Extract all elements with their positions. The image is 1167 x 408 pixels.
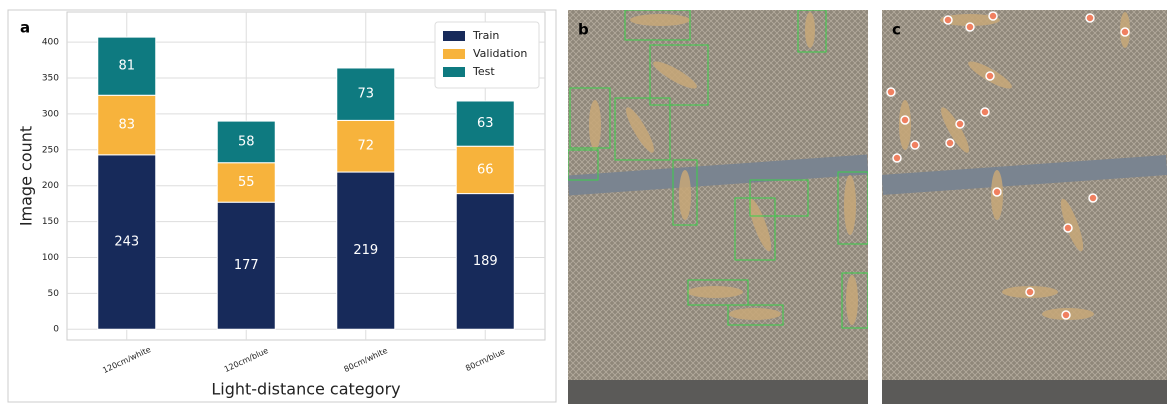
x-axis-label: Light-distance category — [211, 380, 400, 399]
value-label: 243 — [114, 235, 139, 250]
value-label: 58 — [238, 134, 255, 149]
value-label: 55 — [238, 175, 255, 190]
value-label: 83 — [118, 118, 135, 133]
y-tick-label: 0 — [53, 325, 59, 335]
value-label: 73 — [357, 87, 374, 102]
y-tick-label: 200 — [42, 181, 59, 191]
y-tick-label: 400 — [42, 38, 59, 48]
legend-label: Test — [472, 65, 495, 78]
value-label: 72 — [357, 139, 374, 154]
y-tick-label: 350 — [42, 74, 59, 84]
value-label: 63 — [477, 116, 494, 131]
value-label: 177 — [234, 258, 259, 273]
photo — [882, 10, 1167, 404]
panel-label: a — [20, 19, 30, 37]
panel-label: c — [892, 21, 901, 39]
value-label: 189 — [473, 254, 498, 269]
legend-swatch — [443, 31, 465, 41]
figure: a 0501001502002503003504002438381120cm/w… — [0, 0, 1167, 404]
value-label: 66 — [477, 162, 494, 177]
legend-label: Train — [472, 29, 499, 42]
panel-label: b — [578, 21, 589, 39]
value-label: 81 — [118, 59, 135, 74]
y-tick-label: 100 — [42, 253, 59, 263]
y-tick-label: 50 — [48, 289, 60, 299]
page: a 0501001502002503003504002438381120cm/w… — [0, 0, 1167, 404]
y-tick-label: 150 — [42, 217, 59, 227]
legend-label: Validation — [473, 47, 527, 60]
legend-swatch — [443, 67, 465, 77]
y-tick-label: 250 — [42, 145, 59, 155]
value-label: 219 — [353, 243, 378, 258]
legend-swatch — [443, 49, 465, 59]
y-axis-label: Image count — [17, 126, 36, 226]
photo — [568, 10, 869, 404]
y-tick-label: 300 — [42, 109, 59, 119]
